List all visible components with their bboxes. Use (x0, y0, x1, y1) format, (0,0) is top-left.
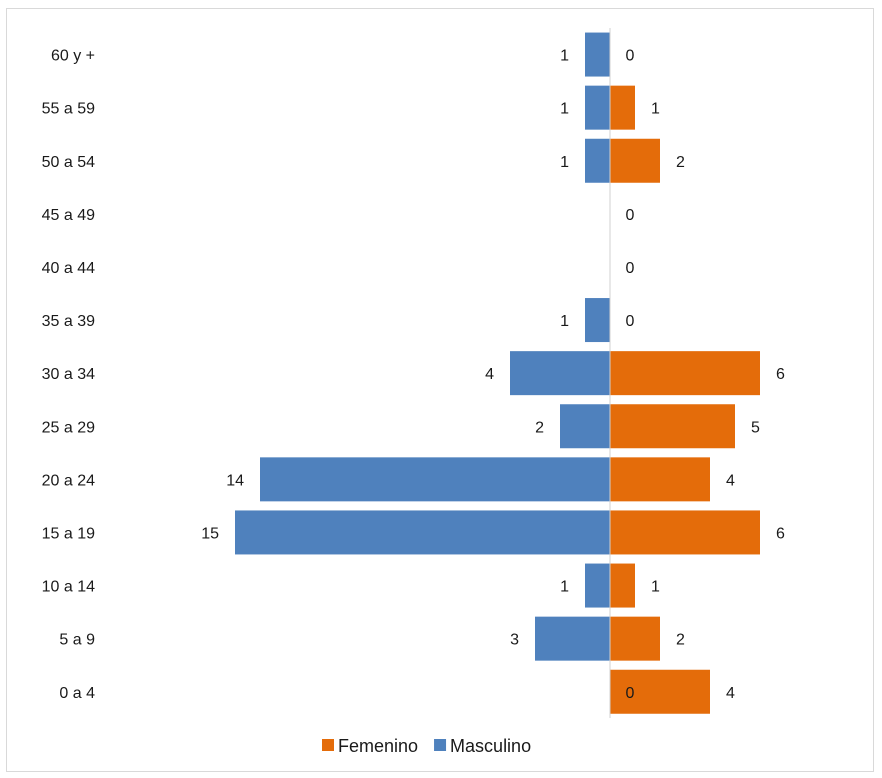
value-label-masculino-55-a-59: 1 (560, 101, 569, 118)
value-label-masculino-60-y: 1 (560, 48, 569, 65)
bar-masculino-10-a-14 (585, 563, 610, 608)
value-label-masculino-10-a-14: 1 (560, 579, 569, 596)
category-label-50-a-54: 50 a 54 (42, 154, 95, 171)
labels-layer: 60 y +1 055 a 59 1 150 a 54 1 245 a 49 040 a 4… (42, 48, 785, 702)
legend-swatch-masculino (434, 739, 447, 751)
value-label-femenino-30-a-34: 6 (776, 366, 785, 383)
category-label-55-a-59: 55 a 59 (42, 101, 95, 118)
category-label-60-y: 60 y + (51, 48, 95, 65)
category-label-35-a-39: 35 a 39 (42, 313, 95, 330)
value-label-femenino-60-y: 0 (626, 48, 635, 65)
legend-label-masculino: Masculino (450, 736, 531, 756)
value-label-femenino-25-a-29: 5 (751, 419, 760, 436)
category-label-30-a-34: 30 a 34 (42, 366, 95, 383)
value-label-femenino-20-a-24: 4 (726, 472, 735, 489)
value-label-femenino-55-a-59: 1 (651, 101, 660, 118)
value-label-femenino-35-a-39: 0 (626, 313, 635, 330)
value-label-masculino-15-a-19: 15 (201, 525, 219, 542)
category-label-20-a-24: 20 a 24 (42, 472, 95, 489)
bar-masculino-35-a-39 (585, 298, 610, 343)
value-label-femenino-0-a-4: 4 (726, 685, 735, 702)
bar-femenino-25-a-29 (610, 404, 735, 449)
category-label-10-a-14: 10 a 14 (42, 579, 95, 596)
bars-layer (235, 32, 760, 714)
bar-femenino-50-a-54 (610, 138, 660, 183)
bar-femenino-30-a-34 (610, 351, 760, 396)
bar-femenino-15-a-19 (610, 510, 760, 555)
bar-femenino-0-a-4 (610, 669, 710, 714)
category-label-40-a-44: 40 a 44 (42, 260, 95, 277)
value-label-masculino-30-a-34: 4 (485, 366, 494, 383)
value-label-masculino-0-a-4: 0 (626, 685, 635, 702)
value-label-masculino-5-a-9: 3 (510, 632, 519, 649)
legend: Femenino Masculino (322, 736, 531, 756)
value-label-femenino-45-a-49: 0 (626, 207, 635, 224)
bar-masculino-20-a-24 (260, 457, 610, 502)
value-label-masculino-25-a-29: 2 (535, 419, 544, 436)
value-label-masculino-20-a-24: 14 (226, 472, 244, 489)
category-label-15-a-19: 15 a 19 (42, 525, 95, 542)
bar-masculino-50-a-54 (585, 138, 610, 183)
bar-masculino-15-a-19 (235, 510, 610, 555)
legend-label-femenino: Femenino (338, 736, 418, 756)
bar-femenino-10-a-14 (610, 563, 635, 608)
category-label-25-a-29: 25 a 29 (42, 419, 95, 436)
bar-masculino-5-a-9 (535, 616, 610, 661)
bar-femenino-20-a-24 (610, 457, 710, 502)
category-label-0-a-4: 0 a 4 (59, 685, 95, 702)
value-label-femenino-15-a-19: 6 (776, 525, 785, 542)
bar-masculino-25-a-29 (560, 404, 610, 449)
legend-swatch-femenino (322, 739, 334, 751)
value-label-masculino-50-a-54: 1 (560, 154, 569, 171)
bar-masculino-30-a-34 (510, 351, 610, 396)
value-label-femenino-5-a-9: 2 (676, 632, 685, 649)
bar-femenino-55-a-59 (610, 85, 635, 130)
value-label-femenino-10-a-14: 1 (651, 579, 660, 596)
value-label-femenino-40-a-44: 0 (626, 260, 635, 277)
category-label-45-a-49: 45 a 49 (42, 207, 95, 224)
bar-masculino-55-a-59 (585, 85, 610, 130)
bar-masculino-60-y (585, 32, 610, 77)
value-label-femenino-50-a-54: 2 (676, 154, 685, 171)
category-label-5-a-9: 5 a 9 (59, 632, 95, 649)
value-label-masculino-35-a-39: 1 (560, 313, 569, 330)
bar-femenino-5-a-9 (610, 616, 660, 661)
